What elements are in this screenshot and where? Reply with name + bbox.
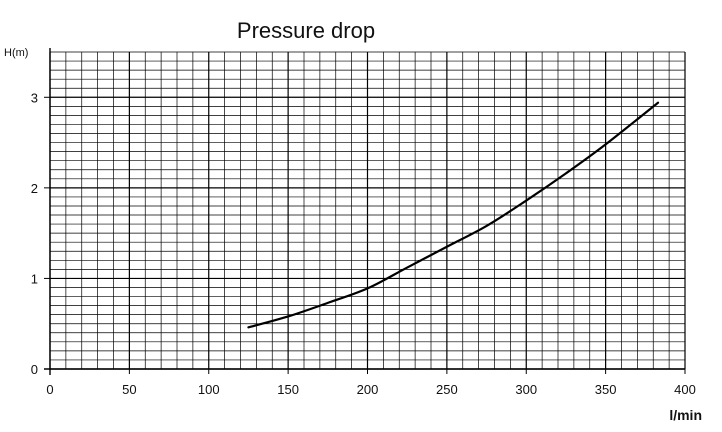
x-tick-label: 400 (674, 382, 696, 397)
x-tick-label: 200 (357, 382, 379, 397)
x-axis-label: l/min (669, 407, 702, 423)
x-tick-label: 300 (515, 382, 537, 397)
series-line (247, 101, 660, 329)
x-tick-label: 100 (198, 382, 220, 397)
x-tick-label: 50 (122, 382, 136, 397)
y-tick-labels: 0 1 2 3 (31, 90, 50, 377)
grid (49, 51, 686, 370)
x-tick-labels: 0 50 100 150 200 250 300 350 400 (46, 369, 696, 397)
y-axis-label: H(m) (4, 47, 28, 59)
chart-title: Pressure drop (237, 18, 375, 43)
y-tick-label: 3 (31, 90, 38, 105)
y-tick-label: 1 (31, 271, 38, 286)
x-tick-label: 0 (46, 382, 53, 397)
y-tick-label: 0 (31, 362, 38, 377)
x-tick-label: 150 (277, 382, 299, 397)
x-tick-label: 250 (436, 382, 458, 397)
y-tick-label: 2 (31, 181, 38, 196)
axes (44, 48, 685, 375)
x-tick-label: 350 (595, 382, 617, 397)
series-group (247, 101, 660, 329)
